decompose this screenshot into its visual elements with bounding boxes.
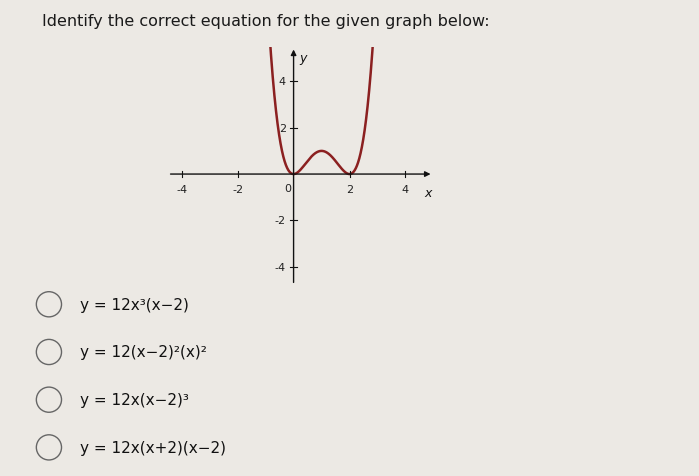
Text: y = 12(x−2)²(x)²: y = 12(x−2)²(x)² — [80, 345, 208, 360]
Text: y = 12x³(x−2): y = 12x³(x−2) — [80, 297, 189, 312]
Text: y: y — [299, 52, 307, 65]
Text: -2: -2 — [275, 216, 286, 226]
Text: 2: 2 — [346, 184, 353, 194]
Text: -4: -4 — [275, 262, 286, 272]
Text: -4: -4 — [176, 184, 187, 194]
Text: 0: 0 — [284, 183, 291, 193]
Text: 4: 4 — [279, 77, 286, 87]
Text: Identify the correct equation for the given graph below:: Identify the correct equation for the gi… — [42, 14, 489, 29]
Text: 4: 4 — [402, 184, 409, 194]
Text: 2: 2 — [279, 123, 286, 133]
Text: y = 12x(x+2)(x−2): y = 12x(x+2)(x−2) — [80, 440, 226, 455]
Text: x: x — [424, 186, 431, 199]
Text: y = 12x(x−2)³: y = 12x(x−2)³ — [80, 392, 189, 407]
Text: -2: -2 — [232, 184, 243, 194]
